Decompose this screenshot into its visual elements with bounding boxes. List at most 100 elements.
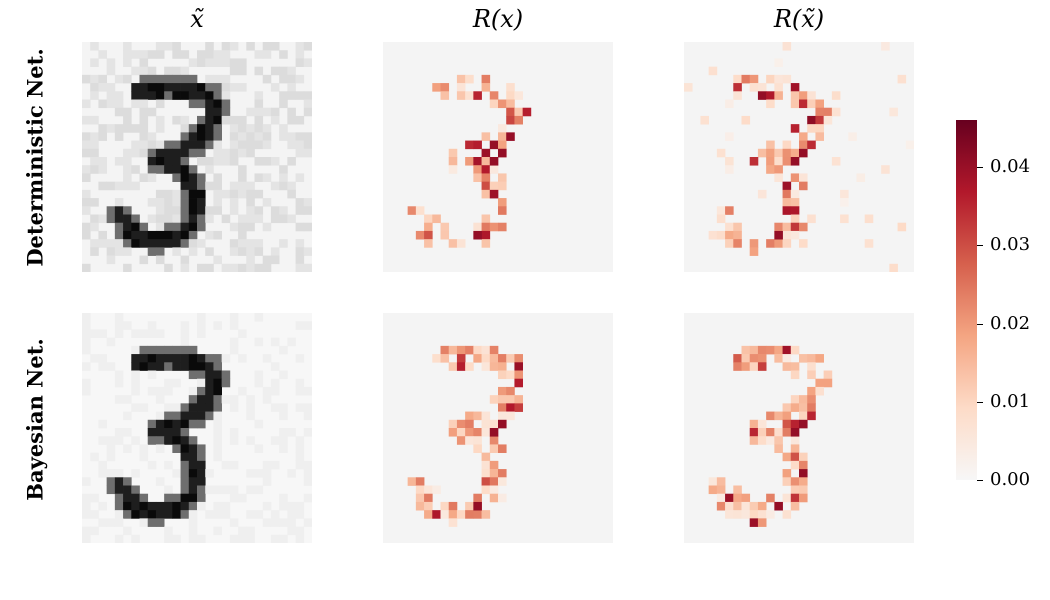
noise-pixel [246,526,255,536]
relevance-cell [514,91,523,100]
relevance-cell [831,157,841,166]
noise-pixel [98,132,107,141]
noise-pixel [82,222,91,232]
noise-pixel [82,173,91,182]
noise-pixel [82,501,91,511]
noise-pixel [303,198,312,207]
image-pixel [188,214,198,224]
noise-pixel [287,91,296,100]
noise-pixel [197,378,206,388]
relevance-cell [774,83,783,92]
image-pixel [164,239,173,248]
relevance-cell [498,403,507,412]
noise-pixel [287,428,296,437]
noise-pixel [221,115,231,125]
relevance-cell [766,74,775,84]
relevance-cell [807,395,816,404]
image-pixel [147,518,157,527]
image-pixel [147,91,157,100]
image-pixel [155,239,165,248]
relevance-cell [807,140,816,150]
noise-pixel [123,395,132,404]
image-pixel [188,436,198,445]
relevance-cell [774,157,783,166]
image-pixel [172,148,181,158]
noise-pixel [106,83,116,92]
noise-pixel [295,436,305,445]
panel-bayesian-x-tilde [82,313,312,543]
noise-pixel [147,107,157,117]
relevance-cell [823,378,833,388]
noise-pixel [295,386,305,396]
noise-pixel [287,107,296,117]
noise-pixel [188,510,198,519]
relevance-cell [700,115,709,125]
noise-pixel [205,157,214,166]
relevance-cell [506,99,515,109]
noise-pixel [98,469,107,478]
noise-pixel [270,157,280,166]
noise-pixel [164,206,173,215]
noise-pixel [131,534,140,543]
relevance-cell [799,239,808,248]
relevance-cell [897,222,907,232]
noise-pixel [114,428,124,437]
noise-pixel [229,239,239,248]
noise-pixel [197,239,206,248]
noise-pixel [123,58,132,67]
noise-pixel [106,124,116,133]
noise-pixel [287,74,296,84]
relevance-cell [456,362,466,371]
relevance-cell [415,206,425,215]
image-pixel [147,428,157,437]
noise-pixel [98,436,107,445]
image-pixel [147,165,157,174]
relevance-cell [799,222,808,232]
image-pixel [164,165,173,174]
noise-pixel [279,206,288,215]
relevance-cell [481,181,491,191]
relevance-cell [448,518,458,527]
noise-pixel [287,115,296,125]
relevance-cell [790,189,800,199]
noise-pixel [229,83,239,92]
image-pixel [172,354,181,363]
image-pixel [197,395,206,404]
noise-pixel [221,189,231,199]
relevance-cell [415,477,425,486]
image-pixel [155,428,165,437]
noise-pixel [221,501,231,511]
noise-pixel [90,58,99,67]
relevance-cell [774,165,783,174]
relevance-cell [514,107,523,117]
noise-pixel [197,321,206,330]
noise-pixel [172,42,181,51]
relevance-cell [790,148,800,158]
noise-pixel [90,115,99,125]
noise-pixel [147,173,157,182]
noise-pixel [90,214,99,224]
image-pixel [139,222,149,232]
noise-pixel [238,247,247,256]
noise-pixel [82,189,91,199]
noise-pixel [164,485,173,495]
relevance-cell [840,198,849,207]
colorbar-tick-label: 0.02 [990,312,1031,334]
relevance-cell [481,83,491,92]
noise-pixel [213,452,222,462]
noise-pixel [82,206,91,215]
noise-pixel [164,214,173,224]
relevance-cell [448,345,458,355]
image-pixel [188,173,198,182]
noise-pixel [114,510,124,519]
noise-pixel [155,115,165,125]
noise-pixel [229,66,239,76]
relevance-cell [465,91,474,100]
noise-pixel [90,452,99,462]
relevance-cell [790,230,800,240]
noise-pixel [213,198,222,207]
noise-pixel [221,214,231,224]
noise-pixel [262,469,272,478]
relevance-cell [782,239,792,248]
relevance-cell [774,444,783,453]
